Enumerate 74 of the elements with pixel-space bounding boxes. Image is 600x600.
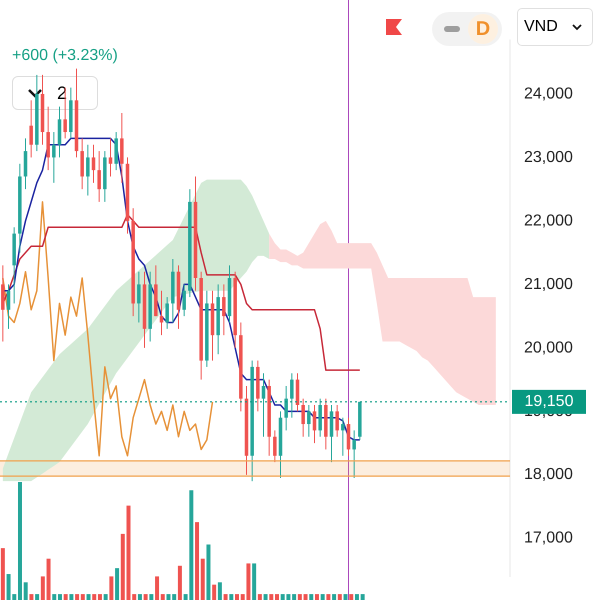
- candlestick: [52, 132, 56, 184]
- bar: [75, 594, 80, 600]
- bar: [35, 594, 40, 600]
- bar: [229, 594, 234, 600]
- candlestick: [137, 271, 141, 323]
- bar: [149, 594, 154, 600]
- candlestick: [312, 404, 316, 444]
- bar: [98, 594, 102, 600]
- bar: [80, 594, 85, 600]
- ref-line-label: 19,150: [524, 393, 574, 410]
- bar: [69, 594, 74, 600]
- bar: [206, 544, 210, 600]
- bar: [178, 566, 182, 600]
- bar: [115, 568, 120, 600]
- bar: [29, 594, 34, 600]
- bar: [189, 490, 194, 600]
- candlestick: [160, 290, 164, 336]
- y-tick-label: 23,000: [524, 148, 574, 166]
- candlestick: [352, 430, 356, 479]
- bar: [224, 594, 228, 600]
- bar: [92, 594, 96, 600]
- candlestick: [29, 100, 33, 158]
- y-tick-label: 17,000: [524, 530, 574, 547]
- bar: [280, 594, 285, 600]
- bar: [155, 576, 160, 600]
- bar: [0, 548, 5, 600]
- y-tick-label: 24,000: [524, 85, 574, 102]
- bar: [344, 594, 348, 600]
- y-tick-label: 20,000: [524, 339, 574, 356]
- bar: [326, 594, 330, 600]
- bar: [258, 594, 262, 600]
- bar: [218, 582, 222, 600]
- bar: [314, 594, 319, 600]
- annotation: D: [476, 18, 490, 40]
- bar: [104, 594, 108, 600]
- bar: [338, 594, 342, 600]
- candlestick: [182, 284, 186, 317]
- y-tick-label: 21,000: [524, 276, 574, 293]
- candlestick: [301, 398, 305, 438]
- bar: [86, 594, 91, 600]
- toggle-switch: D: [432, 12, 502, 46]
- bar: [160, 594, 165, 600]
- candlestick: [341, 417, 345, 456]
- candlestick: [262, 372, 266, 438]
- bar: [246, 563, 250, 600]
- bar: [349, 594, 354, 600]
- annotation: +600 (+3.23%): [12, 47, 118, 65]
- candlestick: [108, 138, 112, 177]
- bar: [332, 594, 336, 600]
- candlestick: [273, 430, 277, 463]
- candlestick: [97, 150, 101, 202]
- y-tick-label: 18,000: [524, 466, 574, 484]
- bar: [212, 584, 216, 600]
- bar: [6, 574, 11, 600]
- currency-select: VND: [517, 8, 593, 46]
- candlestick: [92, 144, 96, 184]
- bar: [184, 594, 188, 600]
- bar: [109, 576, 114, 600]
- candlestick: [165, 296, 169, 330]
- candlestick: [86, 144, 90, 196]
- candlestick: [222, 284, 226, 336]
- bar: [309, 594, 314, 600]
- bar: [144, 594, 148, 600]
- candlestick: [335, 404, 339, 438]
- candlestick: [307, 404, 311, 438]
- bar: [264, 594, 268, 600]
- bar: [320, 594, 325, 600]
- candlestick: [290, 372, 294, 418]
- candlestick: [284, 385, 288, 431]
- candlestick: [6, 284, 10, 330]
- bar: [138, 594, 142, 600]
- bar: [64, 594, 68, 600]
- bar: [252, 563, 256, 600]
- y-tick-label: 22,000: [524, 212, 574, 230]
